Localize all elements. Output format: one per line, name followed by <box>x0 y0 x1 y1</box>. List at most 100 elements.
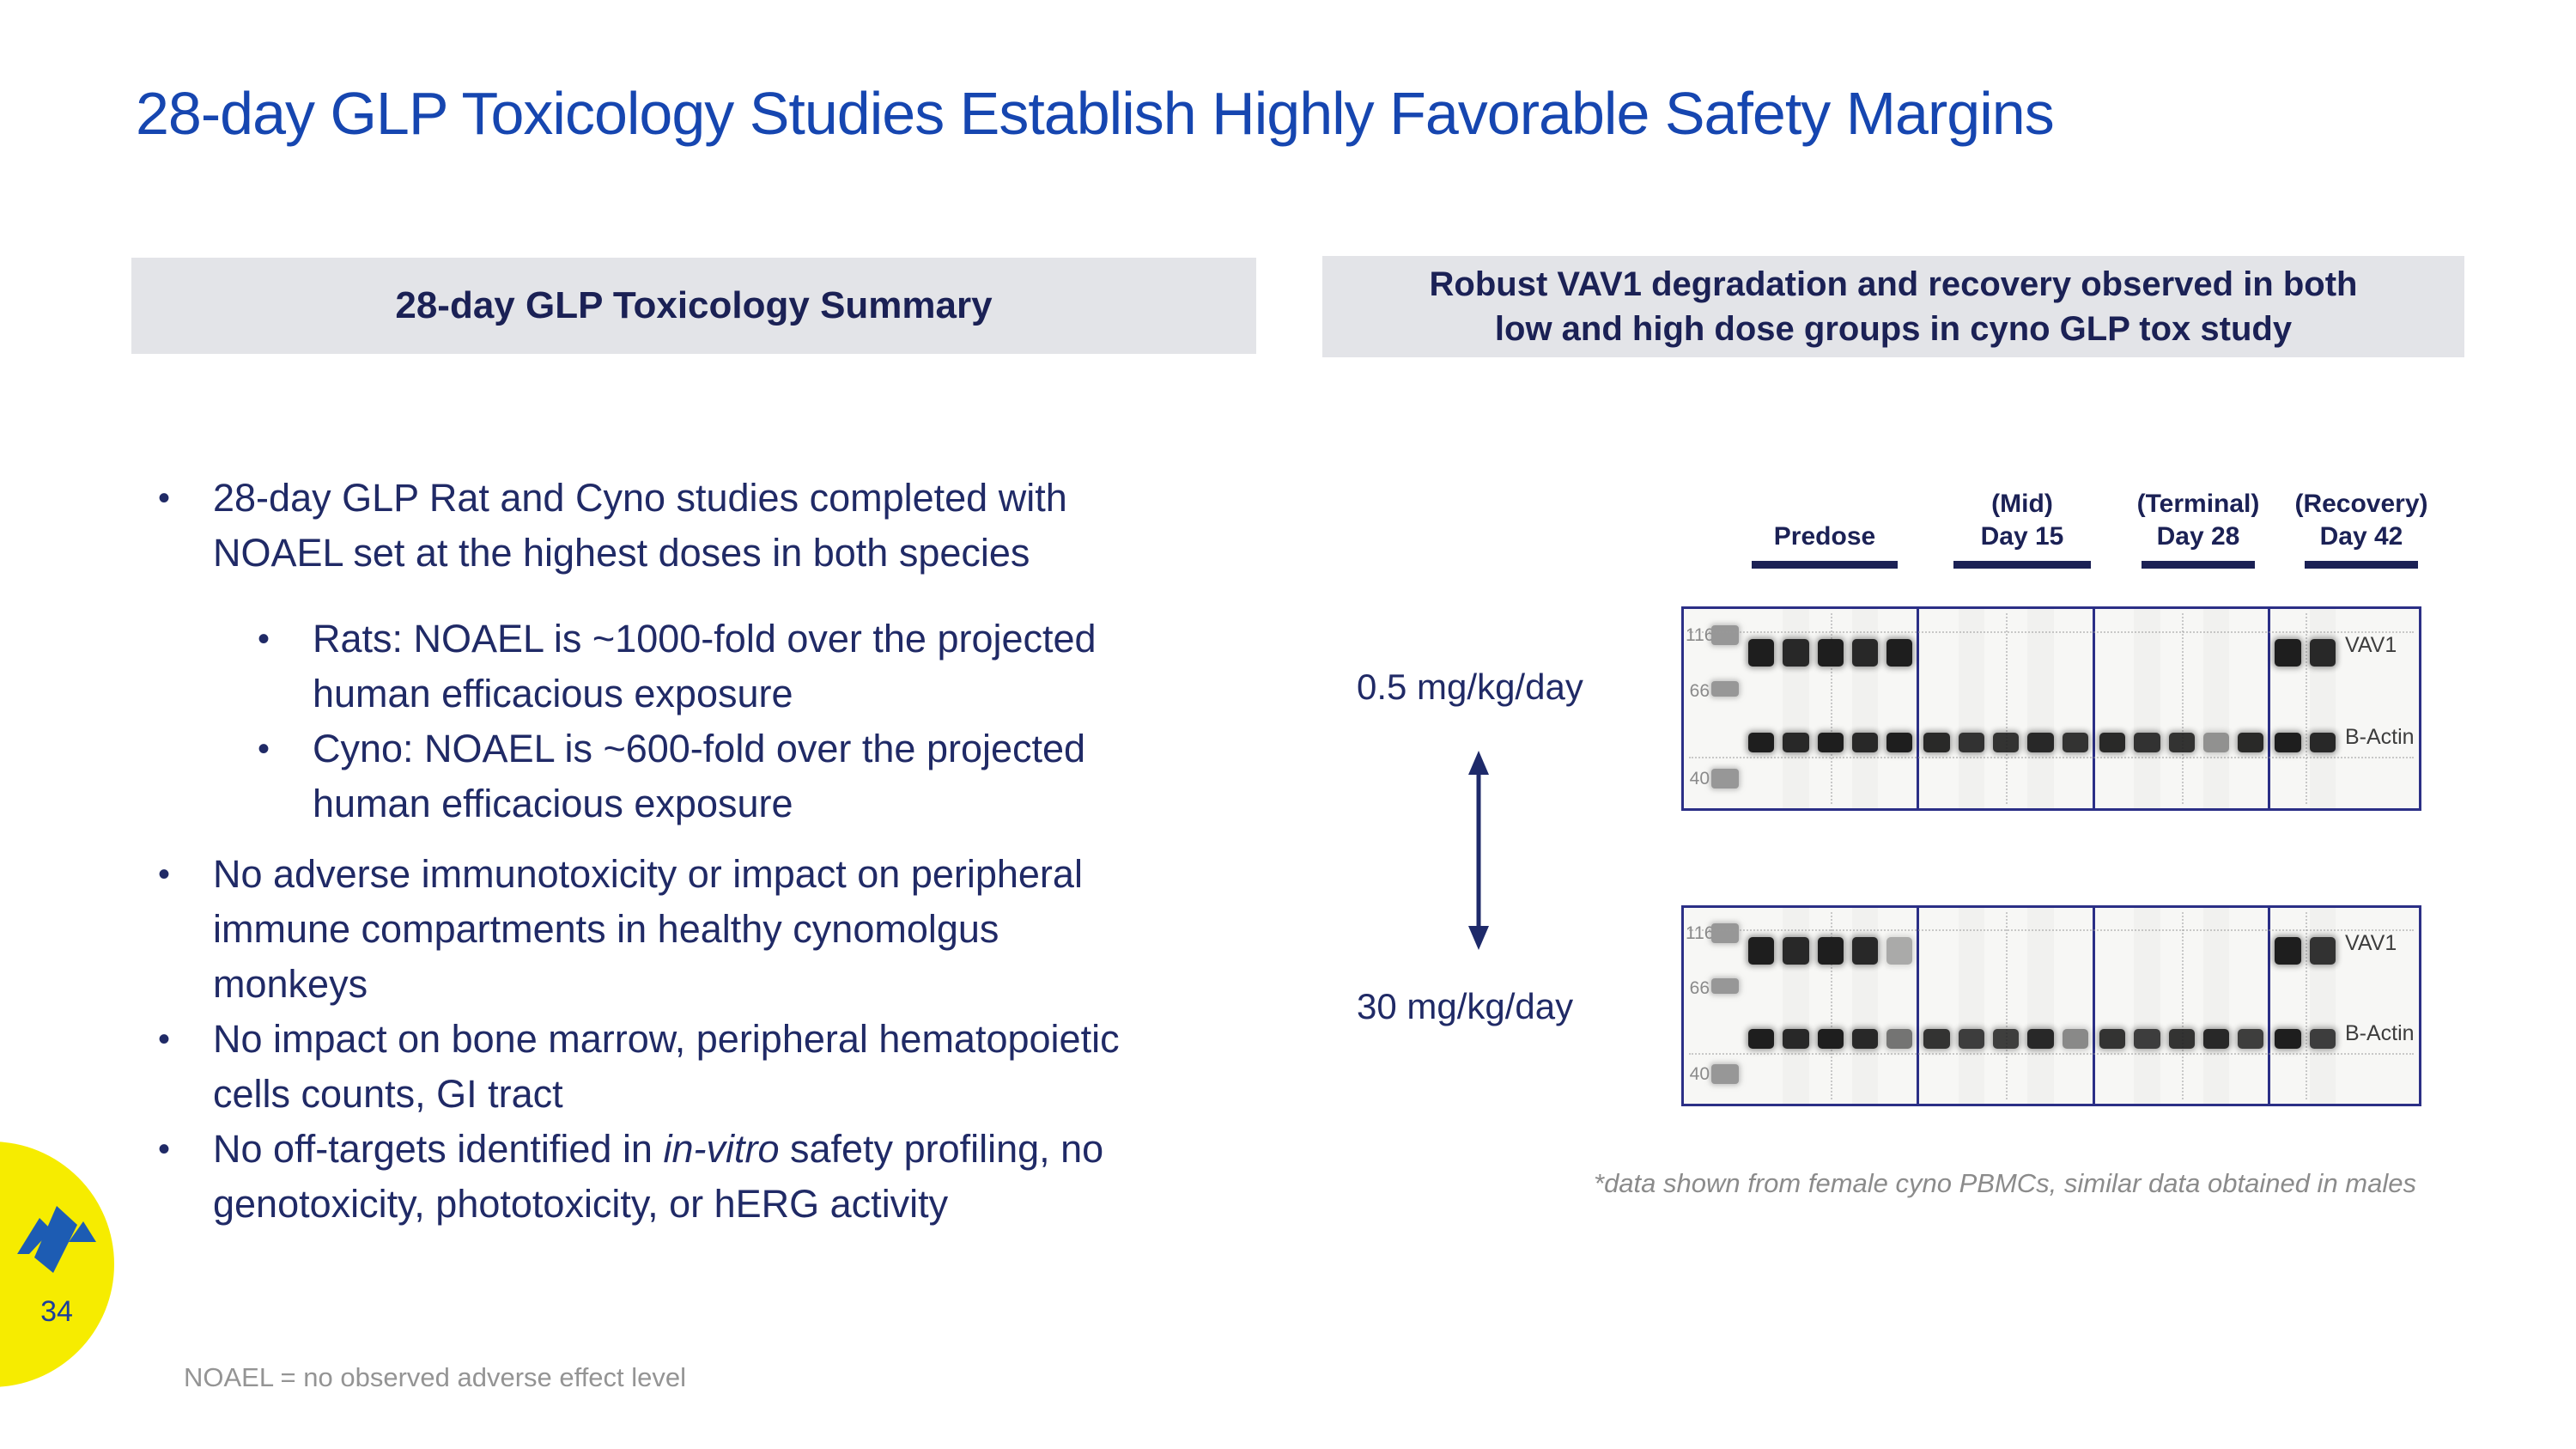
actin-band <box>2309 732 2336 753</box>
company-logo-icon <box>17 1206 96 1273</box>
gel-lane <box>2062 908 2088 1104</box>
actin-band <box>1783 732 1809 753</box>
gel-lanes <box>1744 609 2340 808</box>
gel-lane <box>2202 908 2230 1104</box>
actin-band <box>1993 1029 2020 1050</box>
actin-band <box>2168 732 2195 753</box>
timepoint-header: Predose <box>1735 486 1915 569</box>
gel-lane <box>1851 609 1879 808</box>
gel-lane <box>1817 908 1844 1104</box>
bullet-text: No off-targets identified in in-vitro sa… <box>213 1127 1104 1226</box>
mw-ladder-band <box>1711 978 1739 995</box>
dotted-guide <box>2181 911 2184 1100</box>
actin-band <box>2275 1029 2301 1050</box>
gel-lane <box>2202 609 2230 808</box>
actin-band <box>2099 732 2126 753</box>
mw-marker-label: 66 <box>1689 680 1710 701</box>
dotted-guide <box>2006 612 2008 805</box>
actin-band <box>2309 1029 2336 1050</box>
timepoint-label: (Terminal) <box>2136 490 2260 518</box>
gel-lane <box>1993 908 2020 1104</box>
gel-lane <box>1783 908 1809 1104</box>
dotted-guide <box>2305 911 2307 1100</box>
bullet-text: No impact on bone marrow, peripheral hem… <box>213 1017 1120 1116</box>
gel-lane <box>2238 609 2264 808</box>
gel-lane <box>2309 908 2336 1104</box>
vav1-band <box>1748 937 1775 965</box>
actin-band <box>2062 732 2088 753</box>
gel-lane <box>1748 908 1775 1104</box>
gel-lane <box>1748 609 1775 808</box>
bullet-item: • Rats: NOAEL is ~1000-fold over the proj… <box>158 612 1326 721</box>
timepoint-label: Day 42 <box>2319 521 2403 551</box>
timepoint-underline <box>2142 561 2255 569</box>
dotted-guide <box>2006 911 2008 1100</box>
mw-ladder-band <box>1711 1064 1739 1085</box>
mw-marker-label: 40 <box>1689 1064 1710 1085</box>
gel-section-recovery <box>2270 908 2340 1104</box>
mw-ladder-band <box>1711 680 1739 697</box>
gel-section-day28 <box>2095 609 2268 808</box>
vav1-label: VAV1 <box>2345 931 2397 956</box>
gel-lane <box>2309 609 2336 808</box>
gel-section-recovery <box>2270 609 2340 808</box>
bullet-text: No adverse immunotoxicity or impact on p… <box>213 852 1083 1006</box>
bullet-text: Cyno: NOAEL is ~600-fold over the projec… <box>313 727 1086 825</box>
gel-lane <box>2168 908 2195 1104</box>
actin-band <box>1783 1029 1809 1050</box>
timepoint-header: (Mid) Day 15 <box>1935 486 2110 569</box>
actin-band <box>2027 1029 2054 1050</box>
mw-marker-label: 116 <box>1686 923 1715 944</box>
bullet-item: • No adverse immunotoxicity or impact on … <box>158 847 1326 1012</box>
left-panel-header: 28-day GLP Toxicology Summary <box>131 258 1256 354</box>
gel-lane <box>1783 609 1809 808</box>
gel-section-divider <box>2092 609 2095 808</box>
gel-lanes <box>1744 908 2340 1104</box>
gel-section-divider <box>1917 908 1920 1104</box>
actin-band <box>2134 1029 2160 1050</box>
vav1-band <box>1817 937 1844 965</box>
gel-section-divider <box>2268 609 2271 808</box>
bullet-marker: • <box>158 1130 171 1168</box>
bullet-item: • No off-targets identified in in-vitro s… <box>158 1122 1326 1232</box>
gel-section-divider <box>1917 609 1920 808</box>
dotted-guide <box>1830 612 1832 805</box>
vav1-band <box>2309 937 2336 965</box>
actin-band <box>2238 1029 2264 1050</box>
actin-band <box>1817 1029 1844 1050</box>
gel-lane <box>1886 908 1913 1104</box>
actin-band <box>1923 1029 1950 1050</box>
gel-section-day15 <box>1919 908 2092 1104</box>
dotted-guide <box>2181 612 2184 805</box>
data-footnote: *data shown from female cyno PBMCs, simi… <box>1594 1168 2416 1198</box>
gel-lane <box>1817 609 1844 808</box>
bullet-item: • Cyno: NOAEL is ~600-fold over the proje… <box>158 721 1326 831</box>
mw-ladder-band <box>1711 624 1739 645</box>
bullet-item: • 28-day GLP Rat and Cyno studies complet… <box>158 471 1326 581</box>
vav1-band <box>1783 937 1809 965</box>
mw-marker-label: 116 <box>1686 624 1715 645</box>
gel-lane <box>1958 908 1985 1104</box>
actin-band <box>2275 732 2301 753</box>
actin-band <box>1958 732 1985 753</box>
actin-band <box>2202 732 2230 753</box>
bullet-marker: • <box>258 730 270 768</box>
double-arrow-icon <box>1468 751 1489 950</box>
vav1-band <box>2309 638 2336 667</box>
timepoint-label: Day 28 <box>2156 521 2240 551</box>
bullet-marker: • <box>158 479 171 517</box>
gel-lane <box>2099 908 2126 1104</box>
vav1-band <box>1817 638 1844 667</box>
vav1-band <box>1851 937 1879 965</box>
low-dose-label: 0.5 mg/kg/day <box>1357 667 1583 707</box>
actin-band <box>2168 1029 2195 1050</box>
gel-section-day15 <box>1919 609 2092 808</box>
timepoint-label: (Recovery) <box>2294 490 2428 518</box>
gel-section-divider <box>2092 908 2095 1104</box>
dotted-guide <box>1830 911 1832 1100</box>
actin-band <box>2238 732 2264 753</box>
gel-lane <box>2027 609 2054 808</box>
gel-lane <box>1993 609 2020 808</box>
right-panel-header-label: Robust VAV1 degradation and recovery obs… <box>1429 265 2358 348</box>
